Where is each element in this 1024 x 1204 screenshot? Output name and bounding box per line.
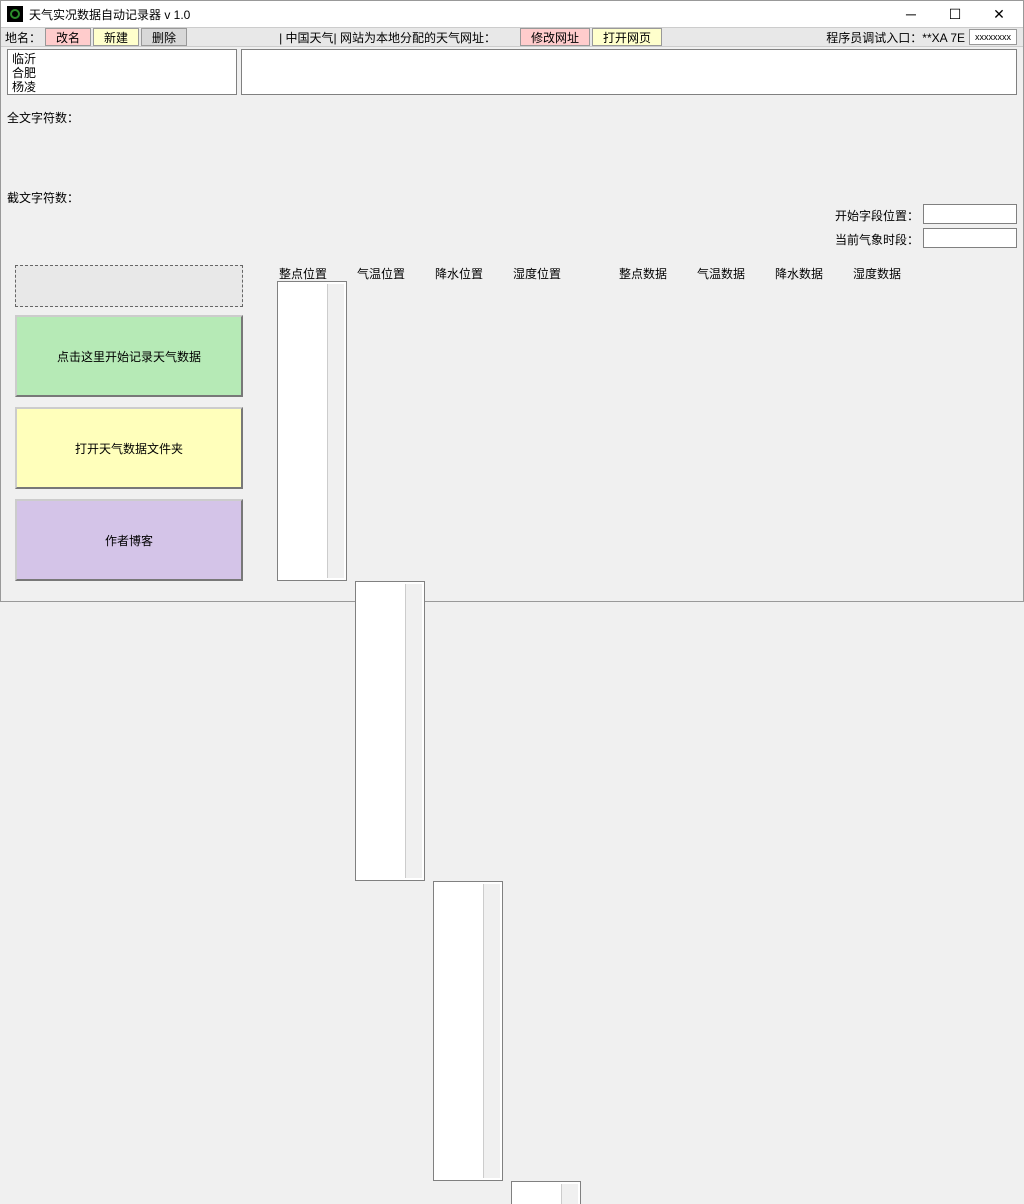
col-head-data-int: 整点数据 [619,265,667,282]
col-pos-humid[interactable] [511,1181,581,1204]
list-item[interactable]: 杨凌 [10,80,234,94]
col-pos-temp[interactable] [355,581,425,881]
empty-box [15,265,243,307]
content-area: 临沂 合肥 杨凌 全文字符数： 截文字符数： 开始字段位置： 当前气象时段： 点… [1,47,1023,1204]
col-head-data-temp: 气温数据 [697,265,745,282]
rename-button[interactable]: 改名 [45,28,91,46]
maximize-button[interactable]: ☐ [933,1,977,27]
start-pos-label: 开始字段位置： [835,207,919,224]
list-item[interactable]: 合肥 [10,66,234,80]
col-head-data-humid: 湿度数据 [853,265,901,282]
modify-url-button[interactable]: 修改网址 [520,28,590,46]
trunc-text-label: 截文字符数： [7,189,79,206]
open-folder-button[interactable]: 打开天气数据文件夹 [15,407,243,489]
debug-box[interactable]: xxxxxxxx [969,29,1017,45]
blog-button[interactable]: 作者博客 [15,499,243,581]
col-head-pos-rain: 降水位置 [435,265,483,282]
new-button[interactable]: 新建 [93,28,139,46]
open-page-button[interactable]: 打开网页 [592,28,662,46]
col-head-pos-int: 整点位置 [279,265,327,282]
debug-label: 程序员调试入口：**XA 7E [826,29,965,46]
current-period-label: 当前气象时段： [835,231,919,248]
full-text-label: 全文字符数： [7,109,79,126]
delete-button[interactable]: 删除 [141,28,187,46]
window-title: 天气实况数据自动记录器 v 1.0 [29,6,190,23]
url-label: | 中国天气| 网站为本地分配的天气网址： [279,29,496,46]
list-item[interactable]: 临沂 [10,52,234,66]
col-pos-int[interactable] [277,281,347,581]
start-record-button[interactable]: 点击这里开始记录天气数据 [15,315,243,397]
app-icon [7,6,23,22]
col-head-pos-temp: 气温位置 [357,265,405,282]
current-period-input[interactable] [923,228,1017,248]
col-pos-rain[interactable] [433,881,503,1181]
place-label: 地名： [5,29,41,46]
close-button[interactable]: ✕ [977,1,1021,27]
places-listbox[interactable]: 临沂 合肥 杨凌 [7,49,237,95]
toolbar: 地名： 改名 新建 删除 | 中国天气| 网站为本地分配的天气网址： 修改网址 … [1,28,1023,47]
col-head-data-rain: 降水数据 [775,265,823,282]
minimize-button[interactable]: ─ [889,1,933,27]
start-pos-input[interactable] [923,204,1017,224]
url-display-box[interactable] [241,49,1017,95]
titlebar: 天气实况数据自动记录器 v 1.0 ─ ☐ ✕ [1,1,1023,28]
app-window: 天气实况数据自动记录器 v 1.0 ─ ☐ ✕ 地名： 改名 新建 删除 | 中… [0,0,1024,602]
col-head-pos-humid: 湿度位置 [513,265,561,282]
